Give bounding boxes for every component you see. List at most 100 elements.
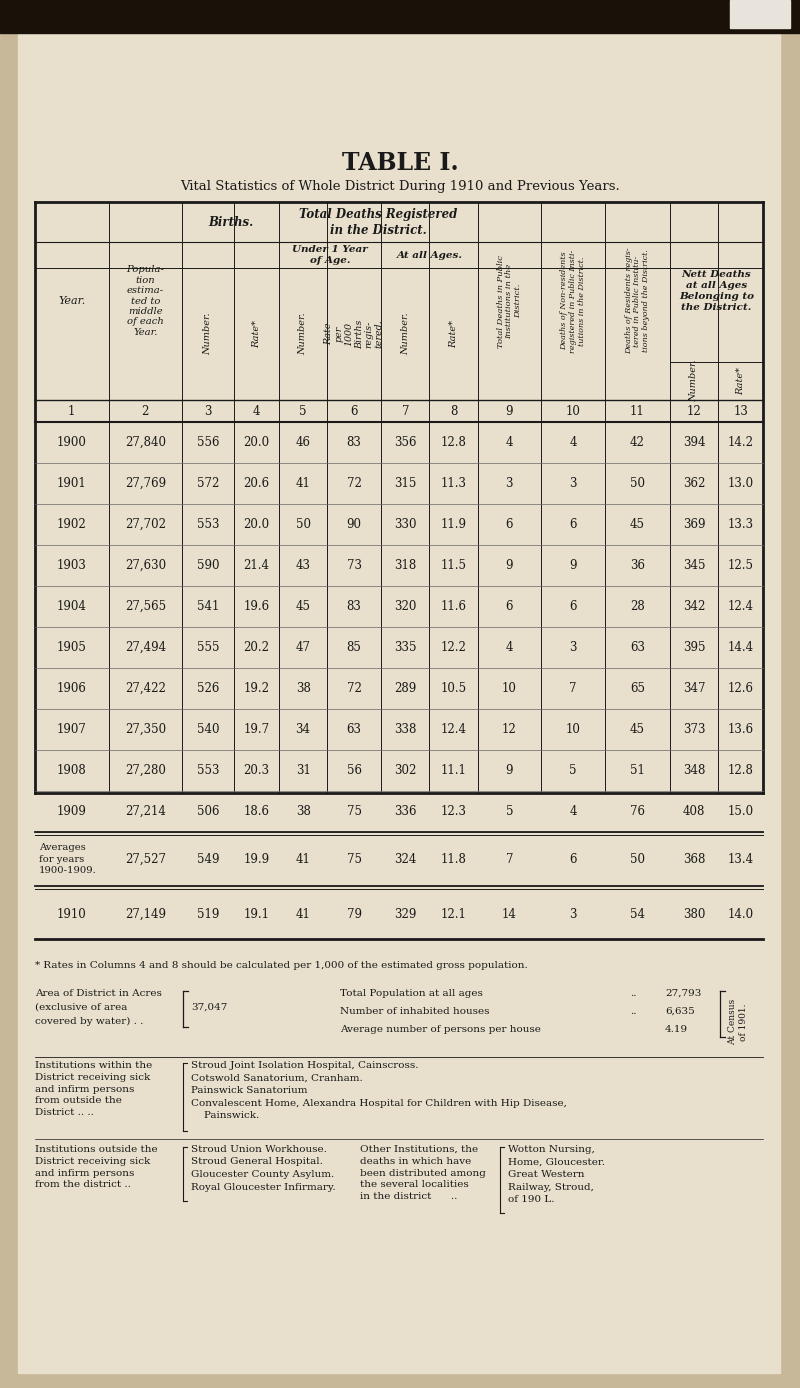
Text: 12.1: 12.1 <box>441 908 466 920</box>
Text: 3: 3 <box>569 641 577 654</box>
Text: 85: 85 <box>346 641 362 654</box>
Text: At Census
of 1901.: At Census of 1901. <box>728 999 748 1045</box>
Text: Births.: Births. <box>208 215 253 229</box>
Text: 320: 320 <box>394 600 417 613</box>
Text: 11.1: 11.1 <box>441 763 466 777</box>
Text: 15.0: 15.0 <box>727 805 754 818</box>
Text: Total Deaths in Public
Institutions in the
District.: Total Deaths in Public Institutions in t… <box>497 254 522 347</box>
Text: Institutions within the
District receiving sick
and infirm persons
from outside : Institutions within the District receivi… <box>35 1060 152 1117</box>
Text: 27,702: 27,702 <box>125 518 166 532</box>
Text: 368: 368 <box>682 852 705 866</box>
Text: 4: 4 <box>506 436 513 448</box>
Text: Under 1 Year
of Age.: Under 1 Year of Age. <box>292 246 368 265</box>
Text: 14.2: 14.2 <box>727 436 754 448</box>
Text: 9: 9 <box>506 763 513 777</box>
Text: 549: 549 <box>197 852 219 866</box>
Text: Rate*: Rate* <box>736 366 745 396</box>
Text: 394: 394 <box>682 436 706 448</box>
Text: 34: 34 <box>295 723 310 736</box>
Text: (exclusive of area: (exclusive of area <box>35 1004 127 1012</box>
Text: 20.2: 20.2 <box>243 641 270 654</box>
Text: 19.2: 19.2 <box>243 682 270 695</box>
Text: Vital Statistics of Whole District During 1910 and Previous Years.: Vital Statistics of Whole District Durin… <box>180 179 620 193</box>
Text: 11.3: 11.3 <box>441 477 466 490</box>
Text: 27,149: 27,149 <box>125 908 166 920</box>
Text: Number.: Number. <box>401 312 410 355</box>
Text: 10: 10 <box>566 404 580 418</box>
Text: 14: 14 <box>502 908 517 920</box>
Text: 11.9: 11.9 <box>441 518 466 532</box>
Text: Institutions outside the
District receiving sick
and infirm persons
from the dis: Institutions outside the District receiv… <box>35 1145 158 1190</box>
Text: 27,793: 27,793 <box>665 990 702 998</box>
Text: 12.8: 12.8 <box>441 436 466 448</box>
Text: 369: 369 <box>682 518 706 532</box>
Text: 38: 38 <box>296 805 310 818</box>
Text: 9: 9 <box>569 559 577 572</box>
Text: 13.4: 13.4 <box>727 852 754 866</box>
Text: 526: 526 <box>197 682 219 695</box>
Text: 27,565: 27,565 <box>125 600 166 613</box>
Text: 6: 6 <box>506 518 513 532</box>
Text: 556: 556 <box>197 436 219 448</box>
Text: 6: 6 <box>569 518 577 532</box>
Text: 330: 330 <box>394 518 417 532</box>
Text: 56: 56 <box>346 763 362 777</box>
Text: 572: 572 <box>197 477 219 490</box>
Text: 4: 4 <box>569 436 577 448</box>
Text: 362: 362 <box>682 477 705 490</box>
Text: 54: 54 <box>630 908 645 920</box>
Text: Area of District in Acres: Area of District in Acres <box>35 990 162 998</box>
Text: 11.8: 11.8 <box>441 852 466 866</box>
Text: 45: 45 <box>630 723 645 736</box>
Text: 3: 3 <box>204 404 212 418</box>
Text: 541: 541 <box>197 600 219 613</box>
Text: 83: 83 <box>346 436 362 448</box>
Text: 27,769: 27,769 <box>125 477 166 490</box>
Text: 37,047: 37,047 <box>191 1004 227 1012</box>
Text: 42: 42 <box>630 436 645 448</box>
Text: 20.6: 20.6 <box>243 477 270 490</box>
Text: 14.4: 14.4 <box>727 641 754 654</box>
Text: 1901: 1901 <box>57 477 86 490</box>
Text: 3: 3 <box>569 908 577 920</box>
Text: 3: 3 <box>569 477 577 490</box>
Text: Year.: Year. <box>58 296 86 305</box>
Text: 27,214: 27,214 <box>125 805 166 818</box>
Text: 11: 11 <box>630 404 645 418</box>
Text: 553: 553 <box>197 518 219 532</box>
Text: 14.0: 14.0 <box>727 908 754 920</box>
Text: 335: 335 <box>394 641 417 654</box>
Text: 315: 315 <box>394 477 417 490</box>
Text: 336: 336 <box>394 805 417 818</box>
Text: Number.: Number. <box>203 312 213 355</box>
Text: 329: 329 <box>394 908 417 920</box>
Text: 1907: 1907 <box>57 723 86 736</box>
Text: 1902: 1902 <box>57 518 86 532</box>
Text: 1903: 1903 <box>57 559 86 572</box>
Text: 4: 4 <box>569 805 577 818</box>
Text: 19.7: 19.7 <box>243 723 270 736</box>
Text: 27,280: 27,280 <box>125 763 166 777</box>
Text: 19.9: 19.9 <box>243 852 270 866</box>
Text: 19.6: 19.6 <box>243 600 270 613</box>
Text: 324: 324 <box>394 852 417 866</box>
Text: 10: 10 <box>502 682 517 695</box>
Text: 395: 395 <box>682 641 706 654</box>
Text: TABLE I.: TABLE I. <box>342 151 458 175</box>
Text: Total Deaths Registered
in the District.: Total Deaths Registered in the District. <box>299 207 458 236</box>
Text: 20.0: 20.0 <box>243 436 270 448</box>
Text: 1906: 1906 <box>57 682 86 695</box>
Text: 6: 6 <box>350 404 358 418</box>
Text: 72: 72 <box>346 682 362 695</box>
Text: 20.0: 20.0 <box>243 518 270 532</box>
Text: 27,422: 27,422 <box>125 682 166 695</box>
Text: Number of inhabited houses: Number of inhabited houses <box>340 1008 490 1016</box>
Text: 318: 318 <box>394 559 417 572</box>
Text: 11.6: 11.6 <box>441 600 466 613</box>
Text: 555: 555 <box>197 641 219 654</box>
Bar <box>730 0 790 28</box>
Text: 46: 46 <box>295 436 310 448</box>
Text: Popula-
tion
estima-
ted to
middle
of each
Year.: Popula- tion estima- ted to middle of ea… <box>126 265 164 337</box>
Text: 8: 8 <box>450 404 458 418</box>
Text: 1905: 1905 <box>57 641 86 654</box>
